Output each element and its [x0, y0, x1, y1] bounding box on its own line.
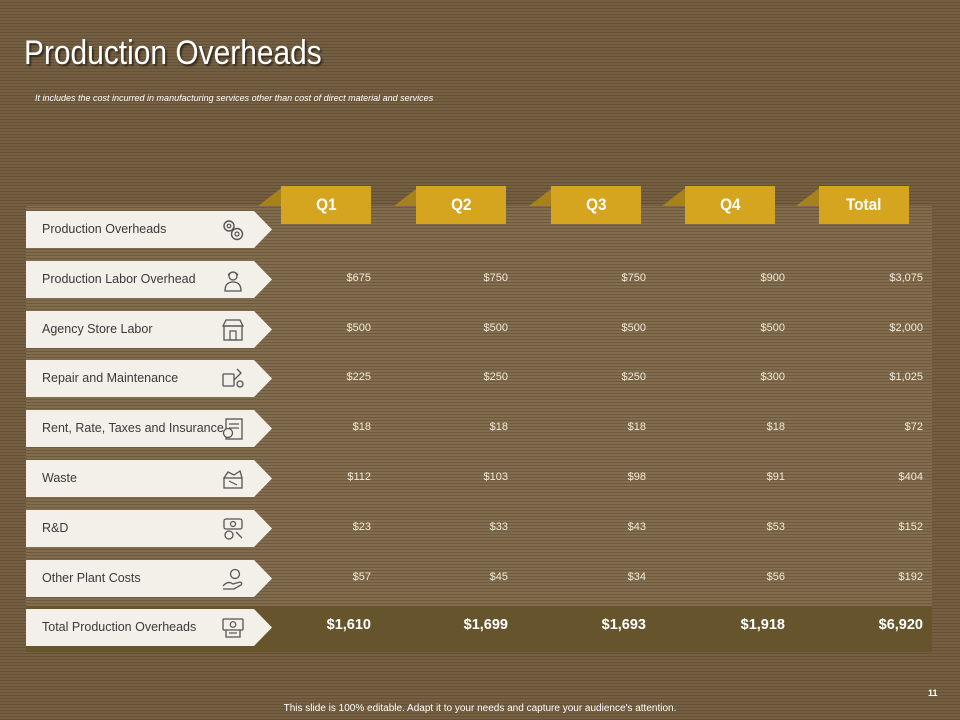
row-label-4: Repair and Maintenance [26, 360, 273, 397]
store-icon [221, 319, 245, 341]
table-cell: $23 [352, 521, 371, 533]
table-cell: $500 [760, 322, 785, 334]
worker-icon [224, 271, 242, 292]
table-cell: $34 [627, 571, 646, 583]
table-cell: $18 [766, 421, 785, 433]
row-label-text: Production Overheads [42, 222, 167, 236]
money-register-icon [222, 618, 244, 638]
total-cell: $1,693 [601, 617, 646, 633]
row-label-2: Production Labor Overhead [26, 261, 273, 298]
row-label-text: Total Production Overheads [42, 620, 197, 634]
column-header-q2: Q2 [416, 186, 506, 224]
table-cell: $112 [347, 471, 371, 483]
row-label-text: Agency Store Labor [42, 322, 153, 336]
column-header-fold [529, 186, 555, 206]
row-label-shape [26, 560, 272, 597]
row-label-5: Rent, Rate, Taxes and Insurance [26, 410, 273, 447]
row-label-shape [26, 609, 272, 646]
table-cell: $675 [346, 272, 371, 284]
table-cell: $225 [346, 371, 371, 383]
table-cell: $18 [489, 421, 508, 433]
row-label-shape [26, 460, 272, 497]
row-label-8: Other Plant Costs [26, 560, 273, 597]
table-cell: $18 [627, 421, 646, 433]
row-label-shape [26, 360, 272, 397]
column-header-fold [662, 186, 688, 206]
row-label-shape [26, 311, 272, 348]
row-label-text: Production Labor Overhead [42, 272, 196, 286]
repair-tools-icon [222, 368, 244, 388]
table-cell: $750 [621, 272, 646, 284]
table-cell: $33 [489, 521, 508, 533]
row-label-1: Production Overheads [26, 211, 273, 248]
table-cell: $192 [898, 571, 923, 583]
row-label-text: R&D [42, 521, 69, 535]
row-label-shape [26, 261, 272, 298]
table-cell: $900 [760, 272, 785, 284]
column-header-q1: Q1 [281, 186, 371, 224]
tax-document-icon [222, 418, 243, 440]
table-cell: $500 [621, 322, 646, 334]
table-cell: $91 [766, 471, 785, 483]
row-label-shape [26, 410, 272, 447]
row-label-shape [26, 510, 272, 547]
total-cell: $6,920 [878, 617, 923, 633]
table-cell: $45 [489, 571, 508, 583]
row-label-7: R&D [26, 510, 273, 547]
row-label-text: Repair and Maintenance [42, 371, 179, 385]
table-cell: $250 [621, 371, 646, 383]
column-header-total: Total [819, 186, 909, 224]
row-label-9: Total Production Overheads [26, 609, 273, 646]
table-cell: $2,000 [889, 322, 923, 334]
row-label-text: Other Plant Costs [42, 571, 141, 585]
column-header-q3: Q3 [551, 186, 641, 224]
plant-costs-icon [222, 568, 243, 590]
table-cell: $250 [483, 371, 508, 383]
slide-title: Production Overheads [24, 34, 322, 72]
table-cell: $500 [346, 322, 371, 334]
total-cell: $1,610 [326, 617, 371, 633]
table-cell: $750 [483, 272, 508, 284]
row-label-6: Waste [26, 460, 273, 497]
table-cell: $18 [352, 421, 371, 433]
row-label-text: Rent, Rate, Taxes and Insurance [42, 421, 224, 435]
total-cell: $1,699 [463, 617, 508, 633]
gears-icon [223, 220, 244, 241]
column-header-fold [258, 186, 284, 206]
column-header-fold [796, 186, 822, 206]
row-label-shape [26, 211, 272, 248]
table-cell: $72 [904, 421, 923, 433]
table-cell: $500 [483, 322, 508, 334]
footer-note: This slide is 100% editable. Adapt it to… [283, 703, 677, 714]
table-cell: $103 [483, 471, 508, 483]
page-number: 11 [928, 688, 938, 698]
table-cell: $57 [352, 571, 371, 583]
table-cell: $3,075 [889, 272, 923, 284]
waste-icon [223, 469, 243, 489]
slide-subtitle: It includes the cost incurred in manufac… [35, 93, 434, 103]
table-cell: $300 [760, 371, 785, 383]
table-cell: $53 [766, 521, 785, 533]
row-label-text: Waste [42, 471, 77, 485]
table-cell: $1,025 [889, 371, 923, 383]
research-icon [223, 518, 243, 540]
table-cell: $56 [766, 571, 785, 583]
table-cell: $404 [898, 471, 923, 483]
table-cell: $98 [627, 471, 646, 483]
row-label-3: Agency Store Labor [26, 311, 273, 348]
table-cell: $152 [898, 521, 923, 533]
table-cell: $43 [627, 521, 646, 533]
column-header-fold [394, 186, 420, 206]
column-header-q4: Q4 [685, 186, 775, 224]
total-cell: $1,918 [740, 617, 785, 633]
